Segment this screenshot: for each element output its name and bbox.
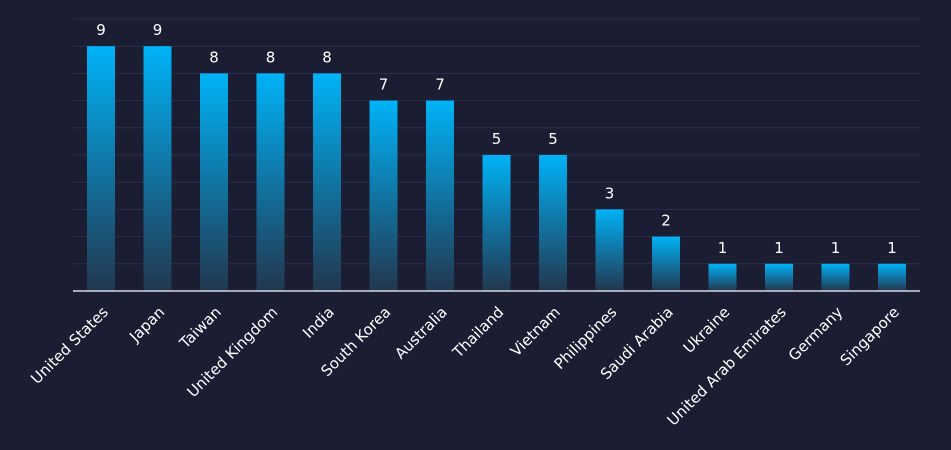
value-label: 8 <box>209 48 219 66</box>
category-tick-label: Japan <box>125 303 168 346</box>
value-label: 5 <box>548 130 558 148</box>
bar-philippines <box>595 209 624 291</box>
bar-germany <box>821 263 850 291</box>
bar-australia <box>426 100 454 291</box>
category-tick-label: India <box>299 303 338 342</box>
value-label: 1 <box>718 239 728 257</box>
bar-japan <box>143 46 172 292</box>
value-label: 1 <box>831 239 841 257</box>
value-label: 9 <box>153 21 163 39</box>
bars <box>87 46 906 292</box>
value-label: 8 <box>266 48 276 66</box>
bar-saudi-arabia <box>652 236 680 291</box>
bar-united-kingdom <box>256 73 285 292</box>
value-label: 8 <box>322 48 332 66</box>
bar-taiwan <box>200 73 228 292</box>
value-label: 9 <box>96 21 106 39</box>
value-labels: 9 9 8 8 8 7 7 5 5 3 2 1 1 1 1 <box>96 21 897 257</box>
bar-vietnam <box>539 155 567 291</box>
category-tick-label: Ukraine <box>680 303 734 357</box>
bar-singapore <box>878 263 906 291</box>
value-label: 1 <box>774 239 784 257</box>
bar-ukraine <box>708 263 737 291</box>
value-label: 2 <box>661 212 671 230</box>
bar-india <box>313 73 341 292</box>
bar-united-states <box>87 46 115 292</box>
category-tick-label: Thailand <box>448 303 507 362</box>
bar-thailand <box>482 155 511 291</box>
category-tick-label: Singapore <box>837 303 903 369</box>
value-label: 5 <box>492 130 502 148</box>
category-tick-label: Australia <box>391 303 451 363</box>
value-label: 1 <box>887 239 897 257</box>
bar-south-korea <box>369 100 398 291</box>
category-tick-label: Taiwan <box>175 303 225 353</box>
bar-united-arab-emirates <box>765 263 793 291</box>
value-label: 3 <box>605 184 615 202</box>
value-label: 7 <box>379 76 389 94</box>
category-tick-label: Vietnam <box>507 303 564 360</box>
category-tick-label: United States <box>27 303 112 388</box>
value-label: 7 <box>435 76 445 94</box>
